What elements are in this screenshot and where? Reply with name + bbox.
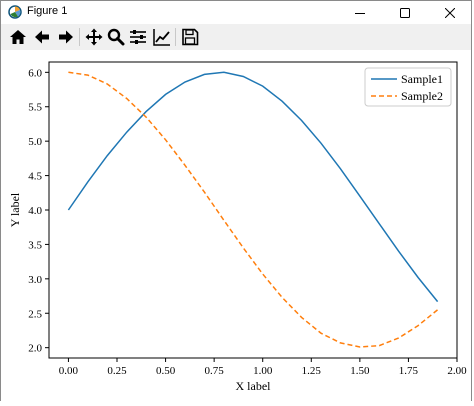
- back-button[interactable]: [31, 26, 53, 48]
- y-tick-label: 4.0: [28, 205, 42, 217]
- home-icon: [10, 30, 26, 44]
- title-bar[interactable]: Figure 1: [1, 1, 471, 24]
- maximize-button[interactable]: [382, 1, 427, 24]
- x-tick-label: 0.75: [205, 365, 225, 377]
- y-tick-label: 6.0: [28, 67, 42, 79]
- subplots-config-button[interactable]: [127, 26, 149, 48]
- save-button[interactable]: [179, 26, 201, 48]
- y-tick-label: 3.0: [28, 274, 42, 286]
- pan-button[interactable]: [83, 26, 105, 48]
- pan-icon: [85, 28, 103, 46]
- x-tick-label: 1.75: [399, 365, 419, 377]
- toolbar-separator: [175, 28, 176, 46]
- forward-button[interactable]: [55, 26, 77, 48]
- x-tick-label: 1.50: [350, 365, 370, 377]
- close-icon: [444, 7, 455, 18]
- matplotlib-icon: [8, 5, 22, 19]
- zoom-button[interactable]: [105, 26, 127, 48]
- minimize-icon: [354, 12, 365, 14]
- back-arrow-icon: [35, 30, 49, 44]
- maximize-icon: [399, 7, 410, 18]
- legend-label: Sample2: [401, 89, 443, 103]
- figure-canvas[interactable]: 0.00 0.25 0.50 0.75 1.00 1.25 1.50 1.75 2.00 2.0 2…: [1, 50, 471, 402]
- minimize-button[interactable]: [337, 1, 382, 24]
- y-tick-label: 2.5: [28, 308, 42, 320]
- window-title: Figure 1: [27, 5, 68, 17]
- y-tick-label: 2.0: [28, 343, 42, 355]
- y-tick-label: 4.5: [28, 171, 42, 183]
- x-tick-label: 1.25: [302, 365, 322, 377]
- navigation-toolbar: [1, 24, 471, 50]
- legend-box: [364, 67, 452, 107]
- edit-axis-button[interactable]: [151, 26, 173, 48]
- x-axis-label: X label: [236, 379, 272, 393]
- series-line-sample1: [67, 71, 439, 303]
- legend: Sample1 Sample2: [364, 67, 452, 107]
- close-button[interactable]: [427, 1, 472, 24]
- home-button[interactable]: [7, 26, 29, 48]
- series-line-sample2: [68, 71, 439, 348]
- subplots-config-icon: [130, 30, 146, 44]
- y-axis-label: Y label: [8, 192, 22, 227]
- x-tick-label: 1.00: [253, 365, 273, 377]
- legend-label: Sample1: [401, 72, 443, 86]
- save-icon: [182, 28, 199, 46]
- x-tick-label: 0.50: [156, 365, 176, 377]
- edit-axis-icon: [153, 29, 170, 46]
- zoom-icon: [107, 28, 125, 46]
- x-tick-label: 0.00: [59, 365, 79, 377]
- y-tick-label: 3.5: [28, 239, 42, 251]
- line-chart[interactable]: 0.00 0.25 0.50 0.75 1.00 1.25 1.50 1.75 2.00 2.0 2…: [1, 50, 473, 402]
- y-tick-label: 5.0: [28, 136, 42, 148]
- forward-arrow-icon: [59, 30, 73, 44]
- x-tick-label: 0.25: [107, 365, 127, 377]
- x-tick-label: 2.00: [447, 365, 467, 377]
- y-tick-label: 5.5: [28, 102, 42, 114]
- toolbar-separator: [79, 28, 80, 46]
